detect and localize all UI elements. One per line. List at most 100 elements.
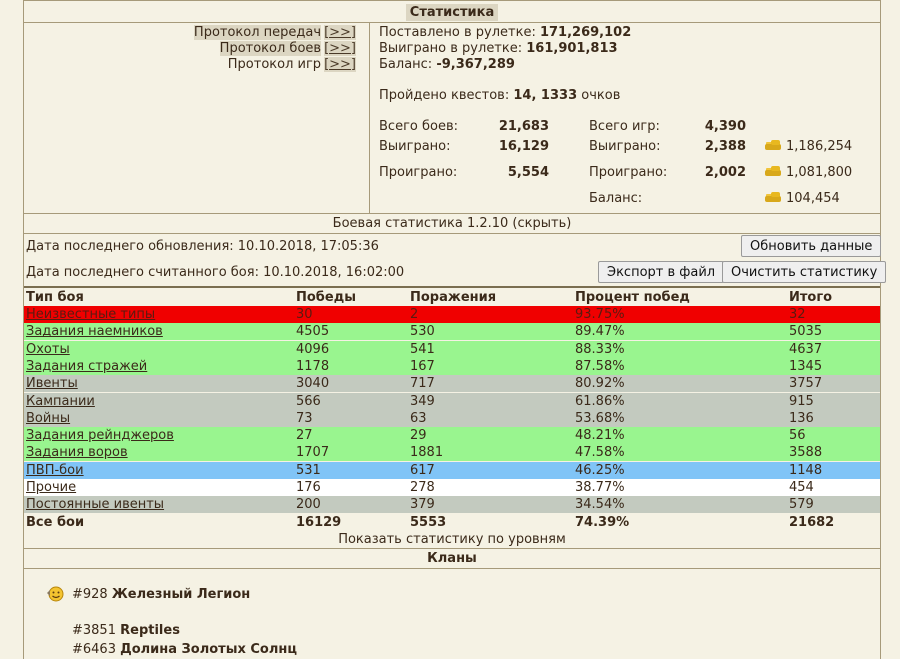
battle-type-link[interactable]: Задания стражей — [26, 358, 148, 374]
table-row: Кампании 566 349 61.86% 915 — [24, 392, 880, 410]
battles-lost-value: 5,554 — [507, 165, 549, 180]
pct-cell: 61.86% — [575, 393, 625, 409]
clear-stats-button[interactable]: Очистить статистику — [722, 261, 887, 283]
stats-title: Статистика — [405, 4, 499, 21]
games-won-value: 2,388 — [704, 139, 746, 154]
clans-title: Кланы — [427, 551, 477, 566]
table-row: Охоты 4096 541 88.33% 4637 — [24, 340, 880, 358]
table-row: Постоянные ивенты 200 379 34.54% 579 — [24, 496, 880, 514]
games-balance-label: Баланс: — [589, 191, 643, 206]
protocol-battles[interactable]: Протокол боев [>>] — [219, 41, 356, 56]
refresh-data-button[interactable]: Обновить данные — [741, 235, 882, 257]
pct-cell: 93.75% — [575, 307, 625, 322]
table-row: Задания рейнджеров 27 29 48.21% 56 — [24, 427, 880, 445]
clan-name[interactable]: Железный Легион — [111, 587, 251, 602]
battle-stats-toggle[interactable]: Боевая статистика 1.2.10 (скрыть) — [332, 216, 572, 231]
pct-cell: 80.92% — [575, 376, 625, 392]
roulette-balance: Баланс: -9,367,289 — [379, 57, 515, 72]
losses-cell: 63 — [410, 410, 427, 426]
total-cell: 915 — [789, 393, 814, 409]
wins-cell: 4505 — [296, 324, 330, 340]
wins-cell: 1707 — [296, 445, 330, 461]
battle-type-link[interactable]: Кампании — [26, 393, 95, 409]
protocol-transfers-label: Протокол передач — [193, 25, 322, 40]
table-header: Тип боя Победы Поражения Процент побед И… — [24, 289, 880, 306]
pct-cell: 88.33% — [575, 341, 625, 357]
protocol-transfers[interactable]: Протокол передач [>>] — [193, 25, 356, 40]
total-cell: 579 — [789, 497, 814, 513]
battle-type-link[interactable]: Постоянные ивенты — [26, 497, 165, 513]
total-cell: 4637 — [789, 341, 823, 357]
roulette-won-value: 161,901,813 — [526, 41, 618, 56]
gold-icon — [765, 140, 783, 151]
protocol-transfers-link[interactable]: [>>] — [324, 25, 356, 40]
battle-type-link[interactable]: Задания наемников — [26, 324, 163, 340]
protocol-battles-link[interactable]: [>>] — [324, 41, 356, 56]
table-total-row: Все бои 16129 5553 74.39% 21682 — [26, 515, 835, 530]
stats-column-divider — [369, 23, 370, 213]
battle-type-link[interactable]: Прочие — [26, 480, 77, 495]
pct-cell: 47.58% — [575, 445, 625, 461]
col-type: Тип боя — [26, 290, 84, 305]
quests-value: 14, 1333 — [513, 88, 578, 103]
table-row: ПВП-бои 531 617 46.25% 1148 — [24, 461, 880, 479]
battle-type-link[interactable]: Ивенты — [26, 376, 78, 392]
table-row: Задания наемников 4505 530 89.47% 5035 — [24, 323, 880, 341]
total-cell: 3757 — [789, 376, 823, 392]
pct-cell: 53.68% — [575, 410, 625, 426]
export-file-button[interactable]: Экспорт в файл — [598, 261, 725, 283]
wins-cell: 4096 — [296, 341, 330, 357]
battle-type-link[interactable]: Задания воров — [26, 445, 128, 461]
games-balance-gold: 104,454 — [765, 191, 840, 206]
quests-completed: Пройдено квестов: 14, 1333 очков — [379, 88, 621, 103]
roulette-won: Выиграно в рулетке: 161,901,813 — [379, 41, 618, 56]
battle-stats-divider-top — [24, 213, 880, 214]
battle-type-link[interactable]: Неизвестные типы — [26, 307, 156, 322]
battles-lost-label: Проиграно: — [379, 165, 458, 180]
battles-total-label: Всего боев: — [379, 119, 458, 134]
losses-cell: 617 — [410, 462, 435, 478]
levels-stats-link[interactable]: Показать статистику по уровням — [338, 532, 566, 547]
battles-won-value: 16,129 — [498, 139, 549, 154]
battle-type-link[interactable]: ПВП-бои — [26, 462, 84, 478]
clans-divider-top — [24, 548, 880, 549]
wins-cell: 1178 — [296, 358, 330, 374]
roulette-bet-value: 171,269,102 — [539, 25, 632, 40]
wins-cell: 176 — [296, 480, 321, 495]
clan-item-1[interactable]: #928 Железный Легион — [72, 587, 251, 602]
losses-cell: 541 — [410, 341, 435, 357]
losses-cell: 29 — [410, 428, 427, 444]
clan-item-3[interactable]: #6463 Долина Золотых Солнц — [72, 642, 297, 657]
losses-cell: 349 — [410, 393, 435, 409]
games-lost-value: 2,002 — [704, 165, 746, 180]
protocol-games-link[interactable]: [>>] — [324, 57, 356, 72]
losses-cell: 379 — [410, 497, 435, 513]
battles-total-value: 21,683 — [498, 119, 549, 134]
clan-name[interactable]: Долина Золотых Солнц — [120, 642, 297, 657]
losses-cell: 1881 — [410, 445, 444, 461]
clans-divider — [24, 568, 880, 569]
clan-emblem-icon — [47, 586, 64, 602]
clan-item-2[interactable]: #3851 Reptiles — [72, 623, 180, 638]
games-won-label: Выиграно: — [589, 139, 661, 154]
total-cell: 5035 — [789, 324, 823, 340]
pct-cell: 34.54% — [575, 497, 625, 513]
stats-header: Статистика — [24, 4, 880, 21]
wins-cell: 27 — [296, 428, 313, 444]
battle-type-link[interactable]: Войны — [26, 410, 71, 426]
games-total-label: Всего игр: — [589, 119, 660, 134]
clan-name[interactable]: Reptiles — [120, 623, 180, 638]
table-row: Ивенты 3040 717 80.92% 3757 — [24, 375, 880, 393]
stats-header-divider — [24, 22, 880, 23]
wins-cell: 200 — [296, 497, 321, 513]
battle-type-link[interactable]: Задания рейнджеров — [26, 428, 174, 444]
battle-type-link[interactable]: Охоты — [26, 341, 70, 357]
total-cell: 454 — [789, 480, 814, 495]
protocol-games[interactable]: Протокол игр [>>] — [228, 57, 356, 72]
col-wins: Победы — [296, 290, 356, 305]
wins-cell: 30 — [296, 307, 313, 322]
table-row: Прочие 176 278 38.77% 454 — [24, 479, 880, 496]
col-pct: Процент побед — [575, 290, 690, 305]
total-cell: 136 — [789, 410, 814, 426]
pct-cell: 38.77% — [575, 480, 625, 495]
